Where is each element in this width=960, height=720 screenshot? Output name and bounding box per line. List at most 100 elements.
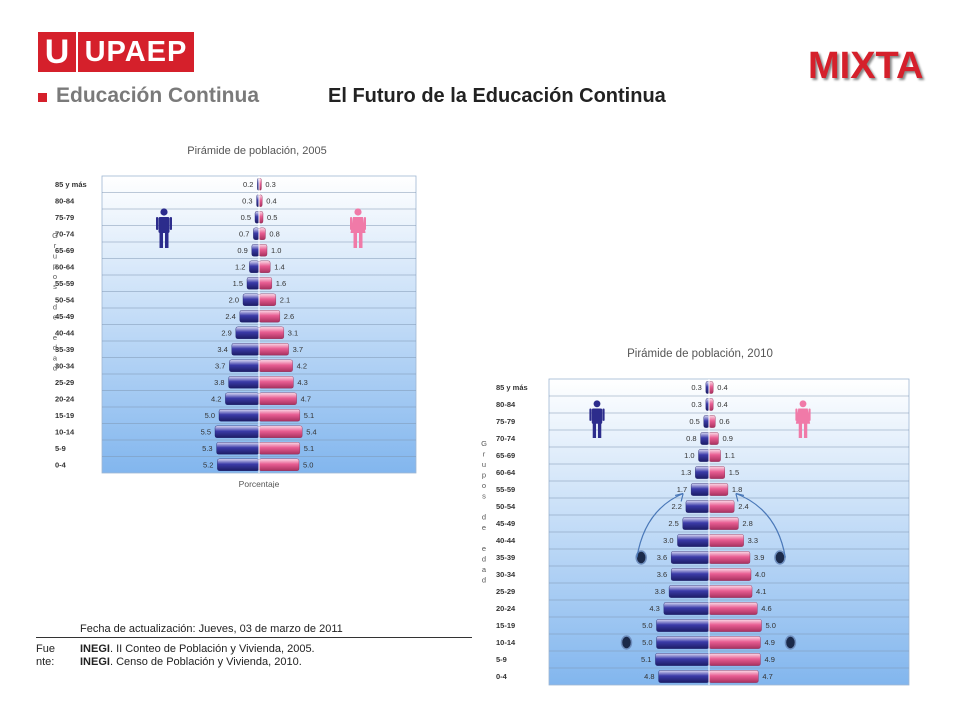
female-bar xyxy=(708,670,759,683)
mixta-tag: MIXTA xyxy=(808,45,924,87)
female-value-label: 4.6 xyxy=(761,604,771,613)
source-text: . II Conteo de Población y Vivienda, 200… xyxy=(109,643,315,655)
female-bar xyxy=(258,425,303,438)
y-axis-letter: e xyxy=(53,333,57,342)
age-group-label: 60-64 xyxy=(55,262,75,271)
person-head xyxy=(354,208,362,216)
male-bar xyxy=(253,227,260,240)
y-axis-letter: d xyxy=(482,555,486,564)
female-bar xyxy=(258,310,280,323)
male-value-label: 0.3 xyxy=(691,383,701,392)
female-value-label: 3.3 xyxy=(748,536,758,545)
female-bar xyxy=(708,551,751,564)
age-group-label: 75-79 xyxy=(496,417,515,426)
female-bar xyxy=(258,442,300,455)
y-axis-letter: a xyxy=(482,565,487,574)
age-group-label: 50-54 xyxy=(496,502,516,511)
male-bar xyxy=(668,585,710,598)
female-bar xyxy=(258,277,273,290)
female-value-label: 4.7 xyxy=(301,394,311,403)
male-bar xyxy=(663,602,710,615)
male-value-label: 3.8 xyxy=(655,587,665,596)
male-value-label: 5.3 xyxy=(202,444,212,453)
y-axis-letter: o xyxy=(482,481,486,490)
x-axis-label: Porcentaje xyxy=(239,479,280,488)
female-value-label: 0.4 xyxy=(266,196,276,205)
age-group-label: 40-44 xyxy=(55,328,75,337)
page-title: El Futuro de la Educación Continua xyxy=(328,85,666,107)
age-group-label: 50-54 xyxy=(55,295,75,304)
male-bar xyxy=(677,534,710,547)
y-axis-letter: e xyxy=(482,523,486,532)
source-label-line2: nte: xyxy=(36,656,55,668)
male-bar xyxy=(216,442,260,455)
female-value-label: 0.5 xyxy=(267,213,277,222)
arrow-head xyxy=(675,492,684,502)
female-value-label: 4.2 xyxy=(297,361,307,370)
person-arm xyxy=(602,408,605,421)
male-bar xyxy=(217,458,260,471)
male-bar xyxy=(242,293,260,306)
female-value-label: 5.0 xyxy=(766,621,776,630)
female-bar xyxy=(258,227,266,240)
source-line-1: INEGI. II Conteo de Población y Vivienda… xyxy=(80,643,315,656)
logo-subtitle: Educación Continua xyxy=(56,84,260,107)
male-bar xyxy=(703,415,710,428)
highlight-marker-male xyxy=(620,635,633,650)
y-axis-letter: G xyxy=(52,231,58,240)
male-value-label: 4.3 xyxy=(649,604,659,613)
age-group-label: 35-39 xyxy=(496,553,515,562)
male-value-label: 0.2 xyxy=(243,180,253,189)
y-axis-letter: o xyxy=(53,272,57,281)
trend-arrow-male xyxy=(636,492,684,558)
age-group-label: 80-84 xyxy=(55,196,75,205)
female-bar xyxy=(708,381,714,394)
y-axis-letter: e xyxy=(482,544,486,553)
age-group-label: 0-4 xyxy=(496,672,508,681)
female-value-label: 3.1 xyxy=(288,328,298,337)
male-value-label: 0.8 xyxy=(686,434,696,443)
male-bar xyxy=(225,392,260,405)
male-bar xyxy=(682,517,710,530)
male-value-label: 2.9 xyxy=(221,328,231,337)
age-group-label: 60-64 xyxy=(496,468,516,477)
female-value-label: 5.1 xyxy=(304,411,314,420)
male-person-icon xyxy=(156,208,172,248)
female-value-label: 5.1 xyxy=(304,444,314,453)
chart-title: Pirámide de población, 2010 xyxy=(627,348,773,360)
source-org: INEGI xyxy=(80,656,110,668)
age-group-label: 45-49 xyxy=(55,312,74,321)
male-value-label: 2.5 xyxy=(668,519,678,528)
female-value-label: 4.7 xyxy=(762,672,772,681)
age-group-label: 15-19 xyxy=(496,621,515,630)
female-person-icon xyxy=(795,400,811,438)
person-arm xyxy=(795,408,798,421)
age-group-label: 80-84 xyxy=(496,400,516,409)
male-bar xyxy=(246,277,260,290)
source-org: INEGI xyxy=(80,643,110,655)
arrow-head xyxy=(735,492,745,502)
age-group-label: 65-69 xyxy=(496,451,515,460)
highlight-marker-female xyxy=(784,635,797,650)
female-bar xyxy=(258,244,268,257)
male-value-label: 3.8 xyxy=(214,378,224,387)
male-value-label: 5.0 xyxy=(642,621,652,630)
age-group-label: 25-29 xyxy=(55,378,74,387)
pyramid-chart-2005: Pirámide de población, 2005 85 y más 0.2 0.… xyxy=(52,145,417,488)
female-person-icon xyxy=(350,208,366,248)
male-bar xyxy=(249,260,260,273)
male-value-label: 3.0 xyxy=(663,536,673,545)
age-group-label: 0-4 xyxy=(55,460,67,469)
male-value-label: 5.5 xyxy=(201,427,211,436)
male-bar xyxy=(700,432,710,445)
y-axis-letter: u xyxy=(53,251,57,260)
female-value-label: 0.8 xyxy=(269,229,279,238)
female-value-label: 0.3 xyxy=(265,180,275,189)
age-group-label: 30-34 xyxy=(55,361,75,370)
female-value-label: 5.0 xyxy=(303,460,313,469)
female-bar xyxy=(708,602,758,615)
female-bar xyxy=(708,585,753,598)
age-group-label: 5-9 xyxy=(496,655,507,664)
male-bar xyxy=(658,670,710,683)
age-group-label: 75-79 xyxy=(55,213,74,222)
